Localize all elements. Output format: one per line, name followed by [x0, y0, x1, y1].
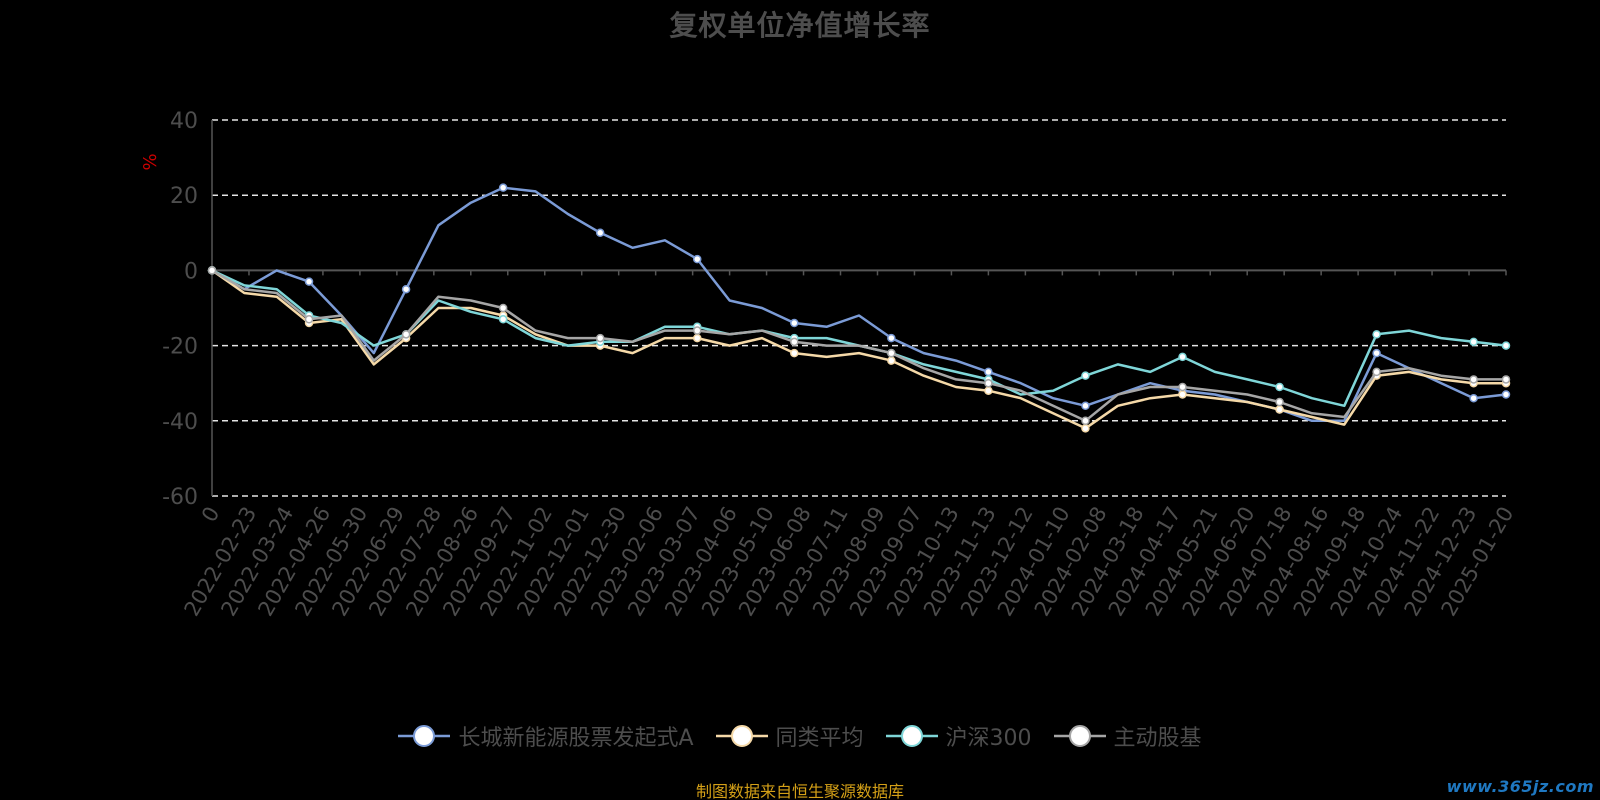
- legend-label: 长城新能源股票发起式A: [458, 726, 694, 751]
- data-point: [1372, 348, 1381, 358]
- data-point: [887, 333, 896, 343]
- data-point: [1275, 397, 1284, 407]
- source-note: 制图数据来自恒生聚源数据库: [695, 782, 904, 800]
- legend: 长城新能源股票发起式A 同类平均 沪深300 主动股基: [0, 720, 1600, 752]
- series-line-1: [211, 269, 1506, 430]
- data-point: [1372, 367, 1381, 377]
- legend-label: 沪深300: [945, 726, 1032, 751]
- data-point: [693, 333, 702, 343]
- data-point: [1178, 390, 1187, 399]
- y-tick-label: 40: [170, 109, 198, 134]
- data-point: [498, 303, 508, 313]
- data-point: [887, 356, 896, 365]
- data-point: [984, 386, 993, 395]
- chart-title: 复权单位净值增长率: [669, 9, 931, 42]
- line-chart: -60-40-2002040%02022-02-232022-03-242022…: [140, 109, 1518, 620]
- legend-marker-icon: [398, 725, 451, 747]
- data-point: [207, 266, 217, 275]
- data-point: [1081, 371, 1090, 380]
- data-point: [304, 315, 314, 324]
- data-point: [693, 326, 702, 335]
- legend-marker-icon: [1053, 725, 1106, 747]
- legend-item-2[interactable]: 沪深300: [885, 720, 1032, 752]
- y-tick-label: 20: [170, 184, 198, 209]
- data-point: [498, 183, 508, 192]
- data-point: [1469, 393, 1478, 403]
- data-point: [1501, 390, 1511, 399]
- data-point: [790, 318, 799, 328]
- data-point: [401, 284, 411, 294]
- data-point: [984, 367, 993, 377]
- legend-item-1[interactable]: 同类平均: [715, 720, 864, 752]
- data-point: [1081, 416, 1090, 426]
- data-point: [1178, 382, 1187, 392]
- label-layer: -60-40-2002040%02022-02-232022-03-242022…: [140, 109, 1518, 620]
- data-point: [401, 330, 411, 339]
- data-point: [1081, 401, 1090, 411]
- data-point: [887, 348, 896, 358]
- legend-item-0[interactable]: 长城新能源股票发起式A: [398, 720, 694, 752]
- data-point: [1469, 375, 1478, 384]
- data-point: [790, 348, 799, 358]
- data-point: [1275, 382, 1284, 392]
- data-point: [1372, 330, 1381, 339]
- data-point: [1501, 341, 1511, 350]
- legend-label: 主动股基: [1113, 726, 1202, 751]
- series-layer: [207, 183, 1511, 433]
- legend-marker-icon: [715, 725, 768, 747]
- y-tick-label: -40: [162, 410, 198, 435]
- data-point: [304, 277, 314, 286]
- y-tick-label: 0: [184, 259, 198, 284]
- x-tick-label: 0: [197, 503, 224, 527]
- data-point: [1081, 424, 1090, 433]
- y-tick-label: -20: [162, 335, 198, 360]
- data-point: [693, 254, 702, 264]
- watermark: www.365jz.com: [1446, 777, 1594, 796]
- data-point: [1275, 405, 1284, 414]
- axis-layer: [211, 120, 1507, 496]
- legend-label: 同类平均: [775, 726, 864, 751]
- data-point: [1178, 352, 1187, 362]
- legend-item-3[interactable]: 主动股基: [1053, 720, 1202, 752]
- data-point: [498, 315, 508, 324]
- data-point: [984, 378, 993, 388]
- data-point: [790, 337, 799, 347]
- data-point: [595, 333, 605, 343]
- legend-marker-icon: [885, 725, 938, 747]
- y-tick-label: -60: [162, 485, 198, 510]
- data-point: [1469, 337, 1478, 347]
- grid-layer: [212, 119, 1506, 497]
- data-point: [1501, 375, 1511, 384]
- data-point: [595, 228, 605, 238]
- series-line-3: [211, 269, 1506, 423]
- series-line-0: [211, 186, 1507, 423]
- y-axis-unit-label: %: [140, 153, 161, 170]
